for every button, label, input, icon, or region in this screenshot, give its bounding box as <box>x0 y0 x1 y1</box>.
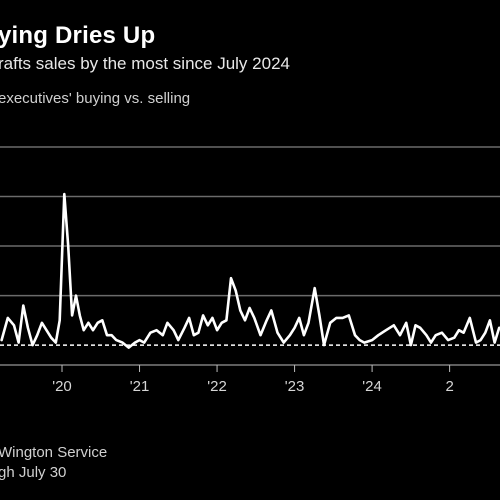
chart-subtitle: rafts sales by the most since July 2024 <box>0 54 290 73</box>
x-tick-label-3: '23 <box>285 378 305 395</box>
x-tick-label-5: 2 <box>445 378 453 395</box>
date-note: gh July 30 <box>0 464 67 481</box>
chart-title: ying Dries Up <box>0 22 156 49</box>
source-note: Wington Service <box>0 444 108 461</box>
series-line-0 <box>0 192 500 349</box>
x-tick-label-4: '24 <box>362 378 382 395</box>
x-tick-label-2: '22 <box>207 378 227 395</box>
x-tick-label-0: '20 <box>52 378 72 395</box>
x-tick-label-1: '21 <box>130 378 150 395</box>
series-label: executives' buying vs. selling <box>0 90 191 107</box>
